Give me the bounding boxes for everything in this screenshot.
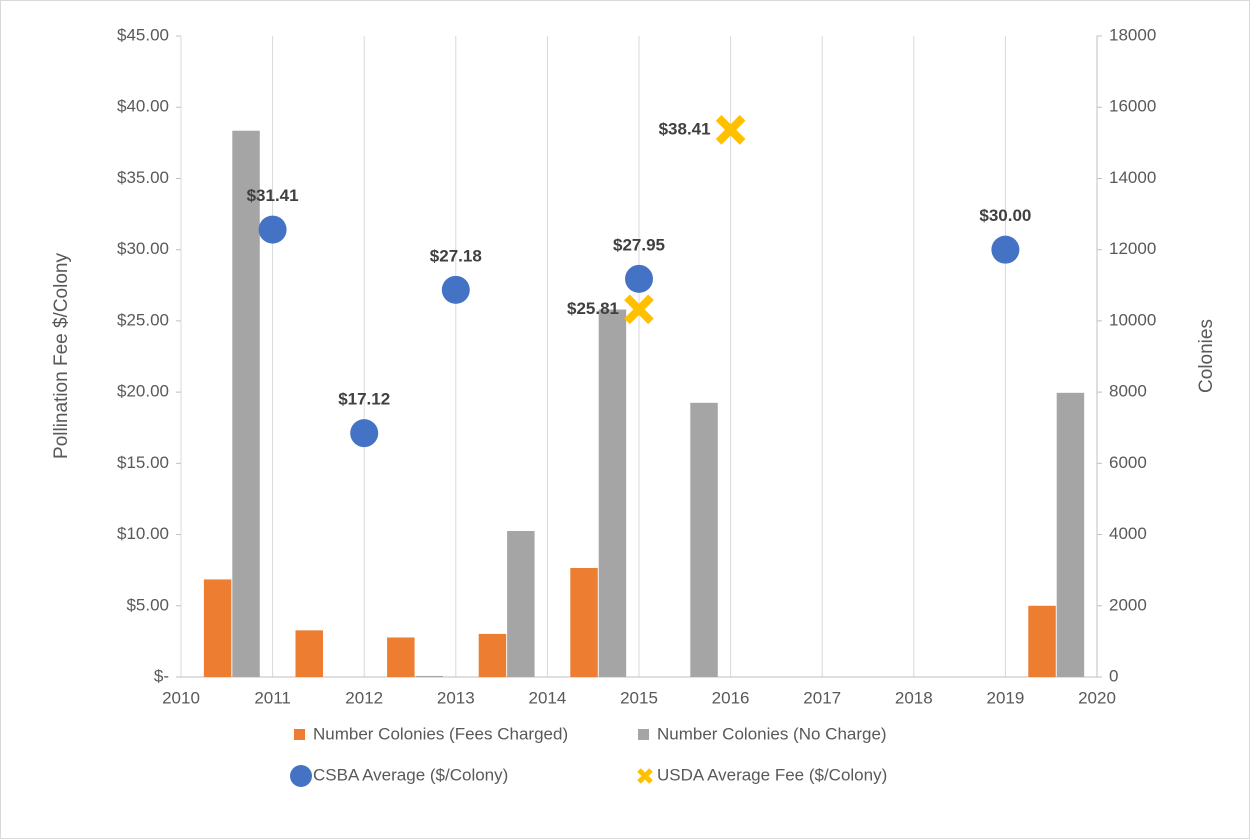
y2-tick-label: 2000 [1109,595,1147,614]
data-label: $17.12 [338,390,390,409]
legend-label: Number Colonies (Fees Charged) [313,724,568,743]
bar [1028,605,1056,677]
legend-label: USDA Average Fee ($/Colony) [657,765,887,784]
x-tick-label: 2014 [528,688,566,707]
data-label: $38.41 [659,119,711,138]
x-tick-label: 2013 [437,688,475,707]
legend-label: Number Colonies (No Charge) [657,724,887,743]
bar [387,637,415,677]
y-tick-label: $10.00 [117,524,169,543]
x-tick-label: 2019 [986,688,1024,707]
y-tick-label: $- [154,666,169,685]
y-axis-title: Pollination Fee $/Colony [51,253,72,459]
bar [507,530,535,677]
data-label: $25.81 [567,299,619,318]
bar [295,630,323,677]
y-tick-label: $30.00 [117,239,169,258]
y2-tick-label: 4000 [1109,524,1147,543]
y2-tick-label: 18000 [1109,25,1156,44]
y-tick-label: $40.00 [117,97,169,116]
x-tick-label: 2010 [162,688,200,707]
y2-tick-label: 12000 [1109,239,1156,258]
y2-tick-label: 0 [1109,666,1118,685]
y2-tick-label: 10000 [1109,310,1156,329]
y-tick-label: $25.00 [117,310,169,329]
point [715,115,746,145]
bar [478,633,507,677]
data-label: $27.18 [430,246,482,265]
bar [1056,392,1085,677]
y-tick-label: $45.00 [117,25,169,44]
point [441,275,470,304]
legend-swatch [638,729,649,740]
legend-swatch [637,768,653,784]
point [991,235,1020,264]
point [350,419,379,448]
data-label: $31.41 [247,186,299,205]
point [624,294,654,325]
data-label: $27.95 [613,235,665,254]
data-label: $30.00 [979,206,1031,225]
bar [203,579,232,677]
point [625,264,653,293]
bar [232,130,260,677]
y2-tick-label: 6000 [1109,453,1147,472]
x-tick-label: 2017 [803,688,841,707]
x-tick-label: 2016 [712,688,750,707]
y-tick-label: $35.00 [117,168,169,187]
legend-swatch [294,729,305,740]
legend-swatch [290,765,312,787]
bar [570,568,598,677]
y-tick-label: $15.00 [117,453,169,472]
y-tick-label: $20.00 [117,382,169,401]
bar [690,402,718,677]
x-tick-label: 2020 [1078,688,1116,707]
y2-tick-label: 16000 [1109,97,1156,116]
bar [598,309,627,677]
y2-axis-title: Colonies [1196,319,1217,393]
x-tick-label: 2015 [620,688,658,707]
x-tick-label: 2018 [895,688,933,707]
legend-label: CSBA Average ($/Colony) [313,765,508,784]
x-tick-label: 2012 [345,688,383,707]
y2-tick-label: 14000 [1109,168,1156,187]
point [258,215,287,244]
x-tick-label: 2011 [254,688,291,707]
y2-tick-label: 8000 [1109,382,1147,401]
y-tick-label: $5.00 [126,595,169,614]
bar [415,675,443,677]
